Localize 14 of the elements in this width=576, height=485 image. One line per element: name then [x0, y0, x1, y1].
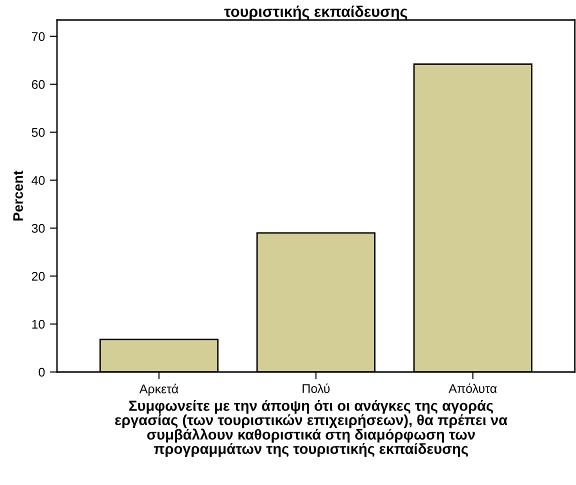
y-axis-title: Percent — [13, 170, 23, 221]
y-tick-label: 70 — [32, 32, 45, 41]
x-tick-label: Αρκετά — [139, 384, 178, 396]
y-tick-label: 50 — [32, 128, 45, 137]
chart-title: τουριστικής εκπαίδευσης — [224, 6, 408, 20]
y-tick-label: 10 — [32, 320, 45, 329]
y-tick-label: 0 — [38, 368, 45, 377]
y-tick-label: 40 — [32, 176, 45, 185]
x-tick-label: Απόλυτα — [448, 383, 497, 393]
x-tick-label: Πολύ — [302, 383, 330, 393]
y-tick-label: 30 — [32, 224, 45, 233]
x-axis-title: Συμφωνείτε με την άποψη ότι οι ανάγκες της αγοράς εργασίας (των τουριστικών επιχειρήσεων), θα πρέπει να συμβάλλουν καθοριστικά στη διαμόρφωση των προγραμμάτων της τουριστικής εκπαίδευσης — [115, 400, 508, 457]
y-tick-label: 60 — [32, 80, 45, 89]
y-tick-label: 20 — [32, 272, 45, 281]
